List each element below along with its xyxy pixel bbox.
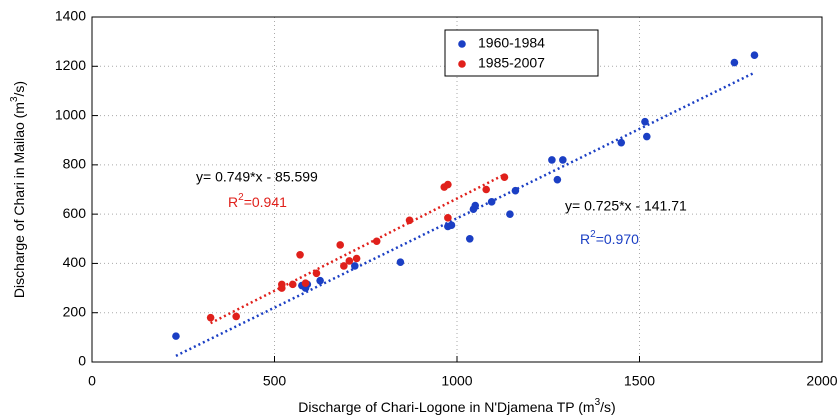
- point: [352, 254, 361, 263]
- point: [500, 173, 509, 181]
- point: [444, 214, 452, 222]
- trend-r2-part: R: [228, 194, 238, 210]
- trend-r2-part: =0.970: [596, 231, 639, 247]
- legend-marker: [458, 40, 466, 48]
- y-axis-label-part: Discharge of Chari in Mailao (m: [11, 102, 27, 298]
- y-tick-label: 200: [63, 303, 87, 319]
- point: [482, 185, 491, 194]
- point: [172, 332, 180, 340]
- x-axis-label-part: Discharge of Chari-Logone in N'Djamena T…: [298, 399, 594, 415]
- legend-marker: [458, 60, 466, 68]
- point: [487, 198, 496, 206]
- x-tick-label: 1000: [441, 373, 472, 389]
- y-tick-label: 1200: [55, 57, 86, 73]
- point: [345, 257, 354, 265]
- y-tick-label: 1000: [55, 106, 86, 122]
- y-tick-label: 1400: [55, 8, 86, 24]
- point: [396, 258, 405, 266]
- x-axis-label: Discharge of Chari-Logone in N'Djamena T…: [298, 397, 615, 415]
- trend-equation: y= 0.749*x - 85.599: [196, 169, 318, 185]
- x-tick-label: 2000: [806, 373, 837, 389]
- point: [506, 210, 514, 218]
- trend-r2-part: 2: [590, 229, 596, 240]
- legend-box: [444, 29, 599, 77]
- legend-label: 1960-1984: [478, 35, 545, 51]
- y-axis-label-part: 3: [9, 96, 20, 102]
- point: [641, 117, 649, 126]
- point: [643, 132, 651, 141]
- trend-equation: y= 0.725*x - 141.71: [565, 198, 687, 214]
- x-axis-label-part: /s): [600, 399, 616, 415]
- y-axis-label-part: /s): [11, 81, 27, 97]
- point: [471, 201, 480, 210]
- point: [288, 280, 297, 289]
- point: [553, 175, 562, 184]
- x-tick-label: 1500: [624, 373, 655, 389]
- point: [340, 262, 348, 270]
- point: [617, 138, 626, 147]
- trend-r2-part: =0.941: [244, 194, 287, 210]
- point: [447, 221, 456, 230]
- point: [316, 276, 324, 285]
- point: [336, 241, 345, 249]
- point: [444, 180, 452, 189]
- point: [206, 313, 215, 322]
- x-tick-label: 500: [263, 373, 287, 389]
- y-axis-label: Discharge of Chari in Mailao (m3/s): [9, 81, 27, 298]
- point: [511, 186, 520, 195]
- point: [405, 216, 414, 225]
- x-axis-label-part: 3: [595, 397, 601, 408]
- point: [278, 280, 286, 289]
- point: [465, 234, 474, 243]
- y-tick-label: 0: [78, 353, 86, 369]
- point: [296, 251, 304, 259]
- y-tick-label: 800: [63, 156, 87, 172]
- trend-line: [175, 71, 756, 357]
- point: [750, 51, 759, 59]
- y-tick-label: 400: [63, 254, 87, 270]
- trend-r2: R2=0.970: [580, 229, 639, 247]
- trend-r2-part: 2: [238, 192, 244, 203]
- point: [559, 156, 567, 164]
- point: [372, 237, 381, 246]
- trend-r2-part: R: [580, 231, 590, 247]
- legend-label: 1985-2007: [478, 55, 545, 71]
- x-tick-label: 0: [88, 373, 96, 389]
- point: [232, 312, 240, 321]
- trend-r2: R2=0.941: [228, 192, 287, 210]
- point: [730, 58, 739, 67]
- point: [312, 269, 321, 278]
- y-tick-label: 600: [63, 205, 87, 221]
- point: [548, 156, 556, 164]
- point: [301, 279, 310, 287]
- point: [351, 262, 359, 270]
- plot-frame: [91, 16, 823, 363]
